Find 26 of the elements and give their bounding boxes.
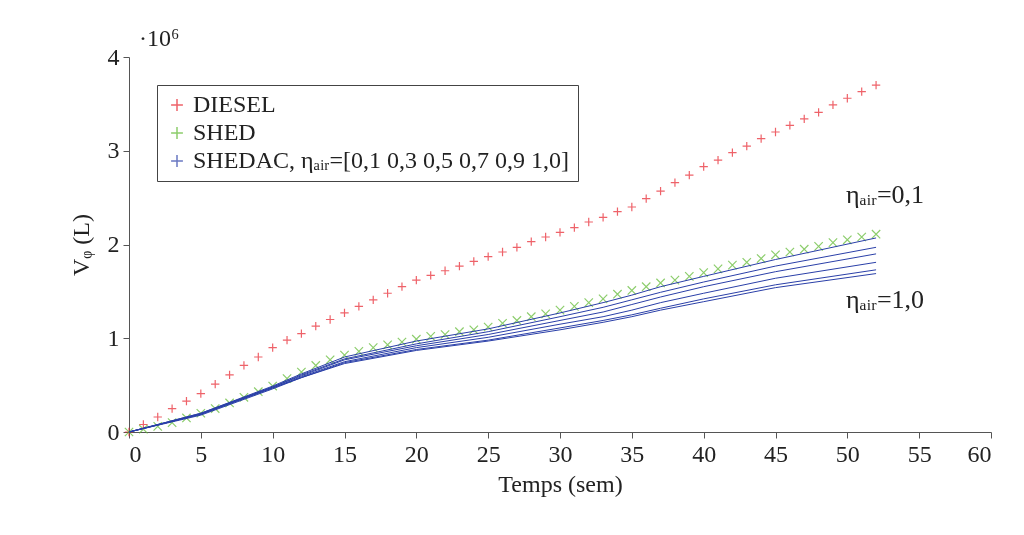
x-tick-label: 50 <box>835 440 860 467</box>
y-tick-label: 2 <box>107 231 120 257</box>
x-tick-label: 5 <box>195 440 208 467</box>
annotation: ηₐᵢᵣ=0,1 <box>845 180 925 209</box>
y-axis-title: Vᵩ (L) <box>67 213 95 277</box>
y-tick-label: 4 <box>107 43 120 70</box>
x-tick-label: 55 <box>907 440 932 467</box>
x-tick-label: 25 <box>476 440 501 467</box>
x-axis-title: Temps (sem) <box>498 470 623 497</box>
legend-label: DIESEL <box>193 91 276 117</box>
y-tick-label: 3 <box>107 137 120 164</box>
text: ·10⁶ <box>139 25 180 51</box>
x-tick-label: 20 <box>404 440 429 467</box>
x-tick-label: 30 <box>548 440 573 467</box>
annotation: ηₐᵢᵣ=1,0 <box>845 285 925 314</box>
y-tick-label: 0 <box>107 418 120 445</box>
legend-label: SHEDAC, ηₐᵢᵣ=[0,1 0,3 0,5 0,7 0,9 1,0] <box>193 147 570 173</box>
x-tick-label: 35 <box>620 440 645 467</box>
x-tick-label: 0 <box>129 440 142 467</box>
y-tick-label: 1 <box>107 324 120 351</box>
x-tick-label: 10 <box>261 440 286 467</box>
x-tick-label: 15 <box>333 440 357 467</box>
legend-label: SHED <box>193 119 256 145</box>
x-tick-label: 60 <box>967 440 992 467</box>
x-tick-label: 40 <box>692 440 717 467</box>
x-tick-label: 45 <box>764 440 788 467</box>
